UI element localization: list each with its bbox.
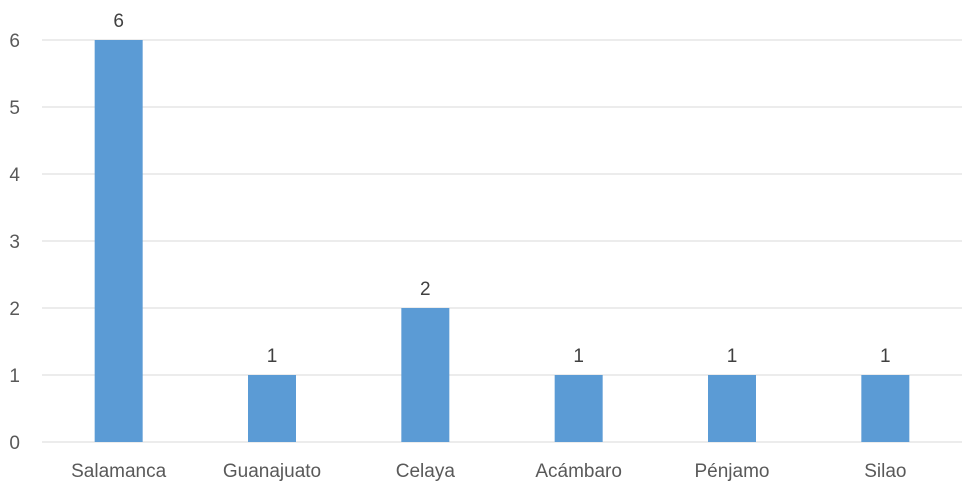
y-axis-ticks: 0 1 2 3 4 5 6 [9, 31, 20, 454]
y-tick-label-5: 5 [9, 98, 20, 119]
x-category-label-5: Silao [864, 461, 906, 482]
bar-2 [401, 308, 450, 442]
x-axis-labels: Salamanca Guanajuato Celaya Acámbaro Pénjamo… [71, 461, 906, 482]
y-tick-label-4: 4 [9, 165, 20, 186]
bar-0 [94, 40, 143, 442]
bars [94, 40, 910, 442]
x-category-label-0: Salamanca [71, 461, 166, 482]
data-label-2: 2 [420, 279, 431, 300]
y-tick-label-6: 6 [9, 31, 20, 52]
bar-1 [248, 375, 296, 442]
data-label-5: 1 [880, 346, 891, 367]
y-tick-label-0: 0 [9, 433, 20, 454]
y-tick-label-1: 1 [9, 366, 20, 387]
bar-4 [708, 375, 756, 442]
data-label-3: 1 [573, 346, 584, 367]
data-labels: 6 1 2 1 1 1 [113, 11, 890, 367]
data-label-0: 6 [113, 11, 124, 32]
y-tick-label-2: 2 [9, 299, 20, 320]
data-label-4: 1 [727, 346, 738, 367]
x-category-label-1: Guanajuato [223, 461, 321, 482]
x-category-label-3: Acámbaro [535, 461, 622, 482]
x-category-label-4: Pénjamo [695, 461, 770, 482]
gridlines [42, 39, 962, 443]
bar-3 [554, 375, 603, 442]
data-label-1: 1 [267, 346, 278, 367]
x-category-label-2: Celaya [396, 461, 456, 482]
y-tick-label-3: 3 [9, 232, 20, 253]
bar-5 [861, 375, 910, 442]
